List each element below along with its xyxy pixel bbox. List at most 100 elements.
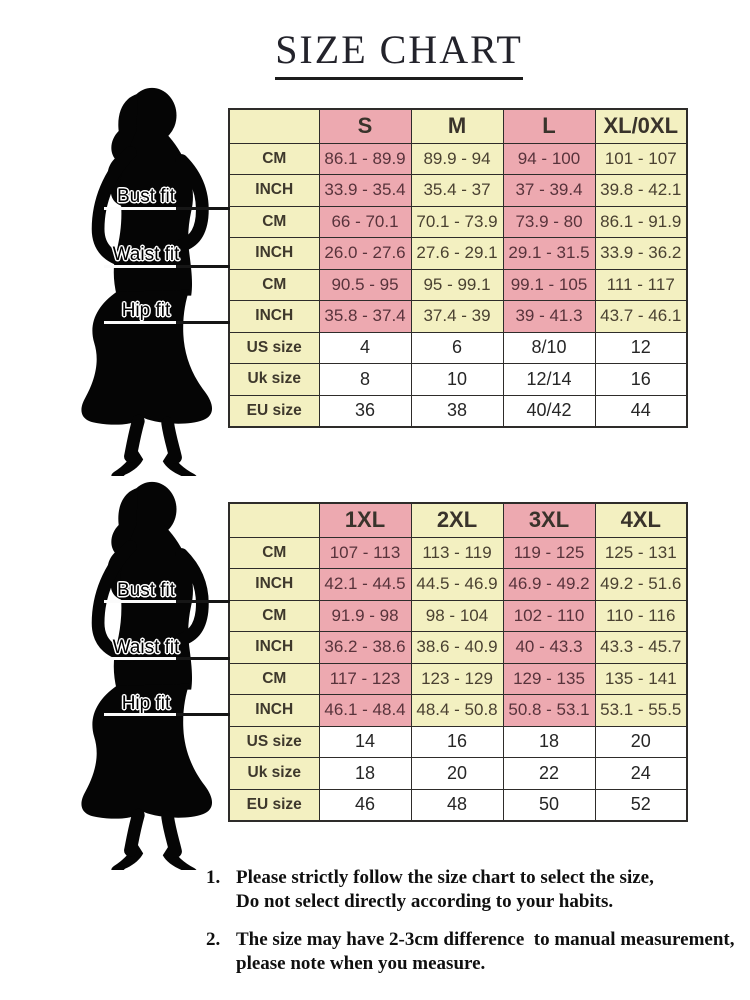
value-cell: 129 - 135 bbox=[502, 662, 596, 695]
value-cell: 125 - 131 bbox=[594, 536, 688, 569]
table-row: US size 14 16 18 20 bbox=[228, 725, 688, 758]
value-cell: 49.2 - 51.6 bbox=[594, 568, 688, 601]
value-cell: 135 - 141 bbox=[594, 662, 688, 695]
notes-section: 1. Please strictly follow the size chart… bbox=[206, 866, 734, 990]
value-cell: 46.9 - 49.2 bbox=[502, 568, 596, 601]
value-cell: 70.1 - 73.9 bbox=[410, 205, 504, 238]
size-table-plus: 1XL 2XL 3XL 4XL CM 107 - 113 113 - 119 119 - 12… bbox=[228, 502, 688, 822]
value-cell: 107 - 113 bbox=[318, 536, 412, 569]
value-cell: 95 - 99.1 bbox=[410, 268, 504, 301]
woman-silhouette-icon bbox=[81, 87, 213, 476]
value-cell: 39 - 41.3 bbox=[502, 300, 596, 333]
note-number: 1. bbox=[206, 867, 221, 888]
note-item: 2. The size may have 2-3cm difference to… bbox=[206, 928, 734, 976]
row-label-cell: Uk size bbox=[228, 363, 320, 396]
value-cell: 12 bbox=[594, 331, 688, 364]
value-cell: 53.1 - 55.5 bbox=[594, 694, 688, 727]
value-cell: 119 - 125 bbox=[502, 536, 596, 569]
value-cell: 117 - 123 bbox=[318, 662, 412, 695]
value-cell: 73.9 - 80 bbox=[502, 205, 596, 238]
table-row: INCH 33.9 - 35.4 35.4 - 37 37 - 39.4 39.8 - … bbox=[228, 174, 688, 207]
row-label-cell: CM bbox=[228, 536, 320, 569]
value-cell: 36.2 - 38.6 bbox=[318, 631, 412, 664]
size-column-header: L bbox=[502, 108, 596, 144]
value-cell: 46.1 - 48.4 bbox=[318, 694, 412, 727]
table-row: CM 66 - 70.1 70.1 - 73.9 73.9 - 80 86.1 - 91… bbox=[228, 205, 688, 238]
table-row: CM 91.9 - 98 98 - 104 102 - 110 110 - 116 bbox=[228, 599, 688, 632]
table-row: US size 4 6 8/10 12 bbox=[228, 331, 688, 364]
corner-cell bbox=[228, 108, 320, 144]
row-label-cell: INCH bbox=[228, 300, 320, 333]
hip-fit-label: Hip fit bbox=[121, 693, 171, 714]
row-label-cell: EU size bbox=[228, 394, 320, 427]
value-cell: 6 bbox=[410, 331, 504, 364]
row-label-cell: CM bbox=[228, 205, 320, 238]
value-cell: 33.9 - 36.2 bbox=[594, 237, 688, 270]
value-cell: 50.8 - 53.1 bbox=[502, 694, 596, 727]
row-label-cell: INCH bbox=[228, 174, 320, 207]
value-cell: 20 bbox=[594, 725, 688, 758]
value-cell: 48 bbox=[410, 788, 504, 821]
value-cell: 43.3 - 45.7 bbox=[594, 631, 688, 664]
value-cell: 26.0 - 27.6 bbox=[318, 237, 412, 270]
value-cell: 90.5 - 95 bbox=[318, 268, 412, 301]
value-cell: 16 bbox=[594, 363, 688, 396]
row-label-cell: INCH bbox=[228, 568, 320, 601]
value-cell: 44 bbox=[594, 394, 688, 427]
row-label-cell: CM bbox=[228, 662, 320, 695]
value-cell: 37.4 - 39 bbox=[410, 300, 504, 333]
corner-cell bbox=[228, 502, 320, 538]
hip-fit-line bbox=[104, 321, 230, 324]
value-cell: 20 bbox=[410, 757, 504, 790]
row-label-cell: US size bbox=[228, 331, 320, 364]
value-cell: 111 - 117 bbox=[594, 268, 688, 301]
value-cell: 42.1 - 44.5 bbox=[318, 568, 412, 601]
value-cell: 44.5 - 46.9 bbox=[410, 568, 504, 601]
value-cell: 35.8 - 37.4 bbox=[318, 300, 412, 333]
value-cell: 38 bbox=[410, 394, 504, 427]
value-cell: 22 bbox=[502, 757, 596, 790]
note-text: please note when you measure. bbox=[236, 953, 486, 974]
value-cell: 39.8 - 42.1 bbox=[594, 174, 688, 207]
size-column-header: XL/0XL bbox=[594, 108, 688, 144]
woman-silhouette-icon bbox=[81, 481, 213, 870]
table-row: Uk size 8 10 12/14 16 bbox=[228, 363, 688, 396]
row-label-cell: EU size bbox=[228, 788, 320, 821]
value-cell: 29.1 - 31.5 bbox=[502, 237, 596, 270]
row-label-cell: CM bbox=[228, 142, 320, 175]
row-label-cell: INCH bbox=[228, 631, 320, 664]
value-cell: 66 - 70.1 bbox=[318, 205, 412, 238]
row-label-cell: Uk size bbox=[228, 757, 320, 790]
table-row: INCH 36.2 - 38.6 38.6 - 40.9 40 - 43.3 43.3 … bbox=[228, 631, 688, 664]
size-column-header: M bbox=[410, 108, 504, 144]
value-cell: 110 - 116 bbox=[594, 599, 688, 632]
value-cell: 16 bbox=[410, 725, 504, 758]
table-row: INCH 42.1 - 44.5 44.5 - 46.9 46.9 - 49.2 49.… bbox=[228, 568, 688, 601]
row-label-cell: CM bbox=[228, 268, 320, 301]
value-cell: 37 - 39.4 bbox=[502, 174, 596, 207]
table-row: CM 90.5 - 95 95 - 99.1 99.1 - 105 111 - 117 bbox=[228, 268, 688, 301]
note-text: The size may have 2-3cm difference to ma… bbox=[236, 929, 735, 950]
value-cell: 91.9 - 98 bbox=[318, 599, 412, 632]
value-cell: 123 - 129 bbox=[410, 662, 504, 695]
value-cell: 48.4 - 50.8 bbox=[410, 694, 504, 727]
value-cell: 24 bbox=[594, 757, 688, 790]
title-block: SIZE CHART bbox=[0, 26, 750, 80]
size-column-header: 1XL bbox=[318, 502, 412, 538]
value-cell: 18 bbox=[502, 725, 596, 758]
table-row: EU size 36 38 40/42 44 bbox=[228, 394, 688, 427]
value-cell: 102 - 110 bbox=[502, 599, 596, 632]
table-row: CM 107 - 113 113 - 119 119 - 125 125 - 131 bbox=[228, 536, 688, 569]
table-row: INCH 26.0 - 27.6 27.6 - 29.1 29.1 - 31.5 33.… bbox=[228, 237, 688, 270]
hip-fit-line bbox=[104, 713, 230, 716]
note-item: 1. Please strictly follow the size chart… bbox=[206, 866, 734, 914]
value-cell: 12/14 bbox=[502, 363, 596, 396]
hip-fit-label: Hip fit bbox=[121, 300, 171, 321]
value-cell: 8 bbox=[318, 363, 412, 396]
size-table-regular: S M L XL/0XL CM 86.1 - 89.9 89.9 - 94 94 - 100 1… bbox=[228, 108, 688, 428]
value-cell: 8/10 bbox=[502, 331, 596, 364]
value-cell: 101 - 107 bbox=[594, 142, 688, 175]
table-row: EU size 46 48 50 52 bbox=[228, 788, 688, 821]
row-label-cell: US size bbox=[228, 725, 320, 758]
